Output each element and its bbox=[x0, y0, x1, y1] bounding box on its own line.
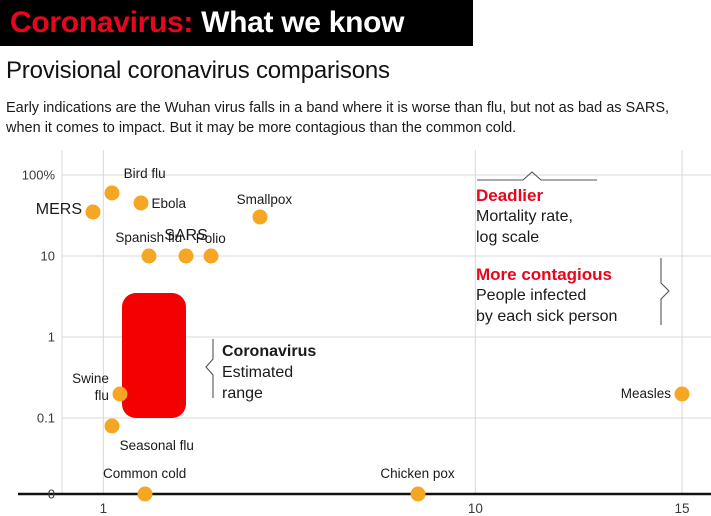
data-point-dot[interactable] bbox=[141, 248, 157, 264]
y-tick-label: 1 bbox=[47, 329, 55, 345]
header-banner: Coronavirus: What we know bbox=[0, 0, 473, 46]
annotation-deadlier-head: Deadlier bbox=[476, 186, 544, 205]
data-point-dot[interactable] bbox=[104, 185, 120, 201]
y-tick-label: 100% bbox=[21, 167, 55, 183]
data-point-label: Spanish flu bbox=[115, 230, 183, 245]
data-point-dot[interactable] bbox=[104, 418, 120, 434]
x-tick-label: 15 bbox=[674, 501, 690, 516]
annotation-corona-line2: range bbox=[222, 385, 263, 402]
data-point-label: Swine flu bbox=[72, 370, 109, 403]
annotation-corona-line1: Estimated bbox=[222, 364, 294, 381]
annotation-deadlier-line2: log scale bbox=[476, 229, 540, 246]
annotation-more-contagious: More contagious People infected by each … bbox=[476, 264, 617, 327]
standfirst-text: Early indications are the Wuhan virus fa… bbox=[6, 100, 670, 136]
data-point-dot[interactable] bbox=[178, 248, 194, 264]
annotation-contagious-line2: by each sick person bbox=[476, 308, 618, 325]
data-point-label: SARS bbox=[164, 227, 208, 244]
data-point-dot[interactable] bbox=[252, 209, 268, 225]
annotation-braces bbox=[205, 171, 670, 398]
data-point-label: Seasonal flu bbox=[119, 437, 194, 453]
chart-plot-area: 100% 10 1 0.1 0 1 10 15 MERS Bird flu Ebola Small… bbox=[0, 150, 711, 516]
y-tick-label: 10 bbox=[40, 248, 55, 264]
data-point-label: Ebola bbox=[151, 196, 187, 212]
data-point-dot[interactable] bbox=[137, 486, 153, 502]
page-title: Provisional coronavirus comparisons bbox=[6, 57, 390, 84]
data-point-label: Bird flu bbox=[123, 165, 166, 181]
data-point-label: Smallpox bbox=[236, 192, 293, 208]
annotation-deadlier: Deadlier Mortality rate, log scale bbox=[476, 185, 573, 248]
x-tick-label: 1 bbox=[99, 501, 108, 516]
data-point-label: Chicken pox bbox=[380, 466, 455, 481]
annotation-corona-head: Coronavirus bbox=[222, 343, 317, 360]
annotation-contagious-head: More contagious bbox=[476, 265, 613, 284]
annotation-deadlier-line1: Mortality rate, bbox=[476, 208, 573, 225]
annotation-coronavirus: Coronavirus Estimated range bbox=[222, 341, 316, 404]
annotation-contagious-line1: People infected bbox=[476, 287, 587, 304]
data-point-dot[interactable] bbox=[85, 204, 101, 220]
data-point-dot[interactable] bbox=[203, 248, 219, 264]
data-point-dot[interactable] bbox=[410, 486, 425, 502]
y-tick-label: 0.1 bbox=[36, 410, 55, 426]
banner-headline: What we know bbox=[201, 6, 405, 39]
coronavirus-range-band bbox=[121, 292, 186, 418]
banner-kicker: Coronavirus: bbox=[10, 6, 194, 39]
data-point-dot[interactable] bbox=[133, 195, 149, 211]
chart-grid-svg bbox=[18, 150, 711, 496]
data-point-dot[interactable] bbox=[674, 386, 690, 402]
data-point-label: Common cold bbox=[103, 466, 187, 481]
data-point-dot[interactable] bbox=[112, 386, 128, 402]
x-tick-label: 10 bbox=[467, 501, 483, 516]
data-point-label: Polio bbox=[195, 231, 226, 246]
data-point-label: Measles bbox=[620, 385, 672, 401]
y-tick-label: 0 bbox=[47, 486, 55, 502]
data-point-label: MERS bbox=[35, 200, 82, 218]
